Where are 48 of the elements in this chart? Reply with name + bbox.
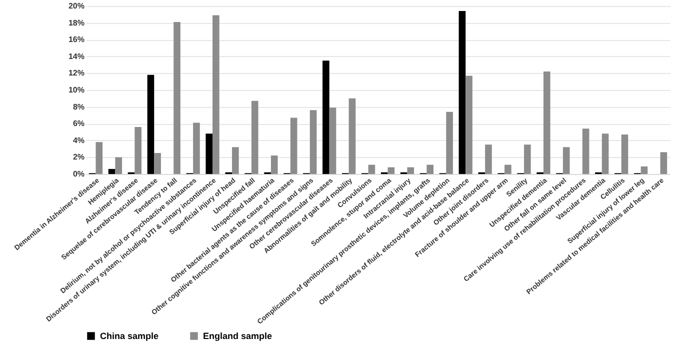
y-tick-label: 12% (68, 68, 84, 78)
bar (193, 122, 200, 174)
bar (407, 167, 414, 174)
y-tick-label: 16% (68, 35, 84, 44)
legend-label: England sample (203, 331, 272, 341)
y-tick-label: 14% (68, 52, 84, 61)
bar (466, 76, 472, 174)
legend-label: China sample (100, 331, 159, 341)
bar (504, 164, 512, 174)
bar (543, 72, 550, 174)
bar (96, 142, 103, 174)
bar (115, 157, 122, 174)
bar (322, 60, 330, 174)
bar (232, 147, 239, 174)
bar (562, 147, 570, 174)
y-tick-label: 0% (72, 170, 84, 178)
bar (458, 11, 466, 174)
bar (310, 110, 317, 174)
bar (388, 167, 395, 174)
bar (174, 22, 180, 174)
bar (368, 164, 376, 174)
bar (154, 153, 161, 174)
bar (147, 74, 154, 174)
bar (621, 134, 628, 174)
bar (329, 108, 336, 174)
bar (640, 166, 648, 174)
bar (270, 156, 278, 174)
bar (290, 118, 298, 174)
bar (212, 15, 220, 174)
bar (206, 134, 213, 174)
bar (485, 144, 492, 174)
y-tick-label: 2% (72, 152, 84, 162)
bar (251, 100, 258, 174)
y-tick-label: 10% (68, 86, 84, 94)
bar (602, 134, 609, 174)
y-tick-label: 8% (72, 102, 84, 112)
bar (108, 168, 116, 174)
y-tick-label: 4% (72, 136, 84, 145)
bar (582, 128, 590, 174)
bar (426, 164, 434, 174)
y-tick-label: 20% (68, 2, 84, 10)
bar (524, 144, 531, 174)
y-tick-label: 6% (72, 119, 84, 128)
bar (134, 126, 142, 174)
bar (446, 112, 453, 174)
bar (660, 152, 668, 174)
bar (348, 98, 356, 174)
y-tick-label: 18% (68, 18, 84, 28)
